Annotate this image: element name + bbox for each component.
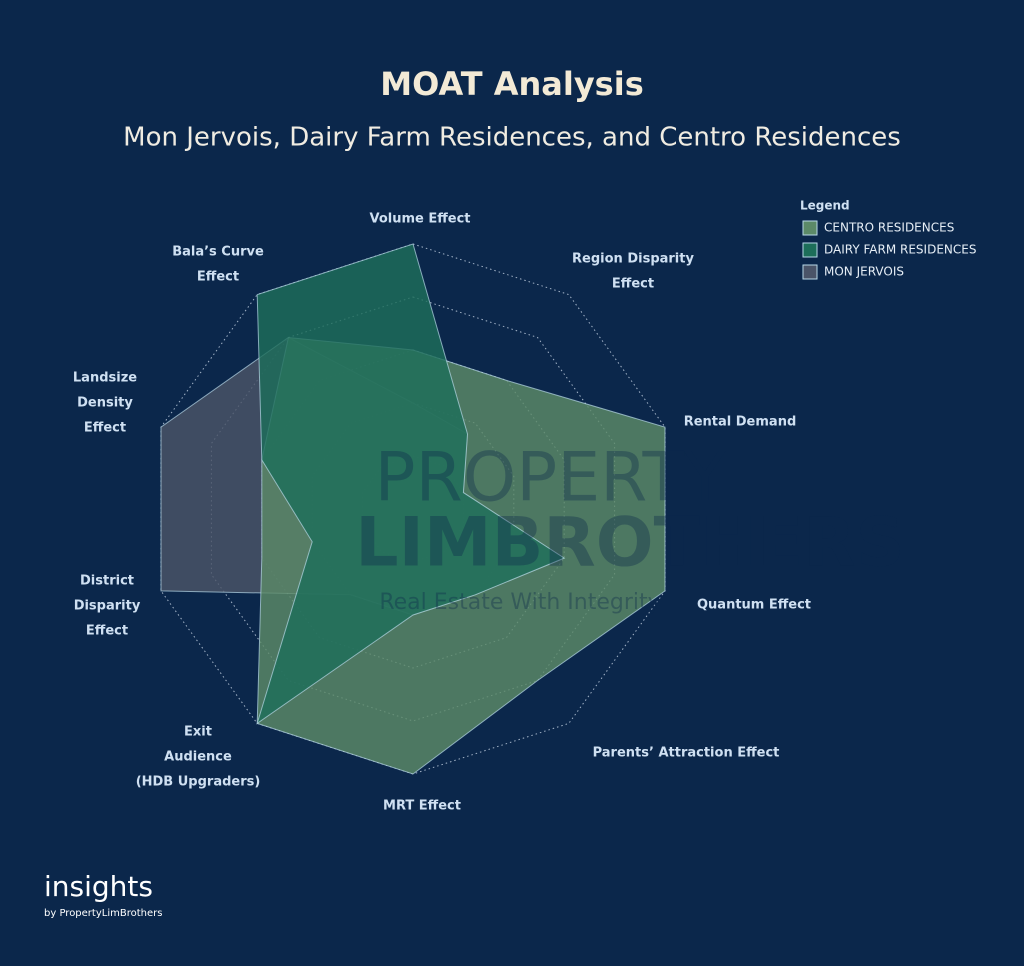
axis-label: Landsize	[73, 371, 137, 386]
watermark: Real Estate With Integrity	[379, 590, 660, 615]
axis-label: Effect	[612, 277, 654, 292]
axis-label: Effect	[86, 624, 128, 639]
axis-label: Rental Demand	[684, 415, 797, 430]
footer-byline: by PropertyLimBrothers	[44, 908, 162, 919]
axis-label: Parents’ Attraction Effect	[593, 746, 780, 761]
legend-swatch	[802, 264, 818, 280]
axis-label: MRT Effect	[383, 799, 461, 814]
axis-label: Effect	[84, 421, 126, 436]
legend-swatch	[802, 220, 818, 236]
axis-label: Bala’s Curve	[172, 245, 264, 260]
axis-label: Audience	[164, 750, 232, 765]
chart-subtitle: Mon Jervois, Dairy Farm Residences, and …	[123, 123, 901, 153]
legend-title: Legend	[800, 199, 850, 213]
axis-label: (HDB Upgraders)	[136, 775, 261, 790]
axis-label: Effect	[197, 270, 239, 285]
axis-label: Volume Effect	[369, 212, 470, 227]
legend-label: CENTRO RESIDENCES	[824, 221, 954, 235]
watermark: PROPERTY	[374, 439, 726, 518]
axis-label: Exit	[184, 725, 212, 740]
axis-label: Disparity	[74, 599, 141, 614]
axis-label: District	[80, 574, 134, 589]
axis-label: Quantum Effect	[697, 598, 811, 613]
legend-label: DAIRY FARM RESIDENCES	[824, 243, 976, 257]
legend-swatch	[802, 242, 818, 258]
footer-brand: insights	[44, 870, 153, 903]
grid-ring	[160, 243, 666, 775]
series-area	[256, 243, 566, 725]
watermark: LIMBROTHERS	[355, 504, 904, 583]
axis-label: Region Disparity	[572, 252, 694, 267]
chart-title: MOAT Analysis	[380, 65, 643, 103]
axis-label: Density	[77, 396, 133, 411]
legend-label: MON JERVOIS	[824, 265, 904, 279]
